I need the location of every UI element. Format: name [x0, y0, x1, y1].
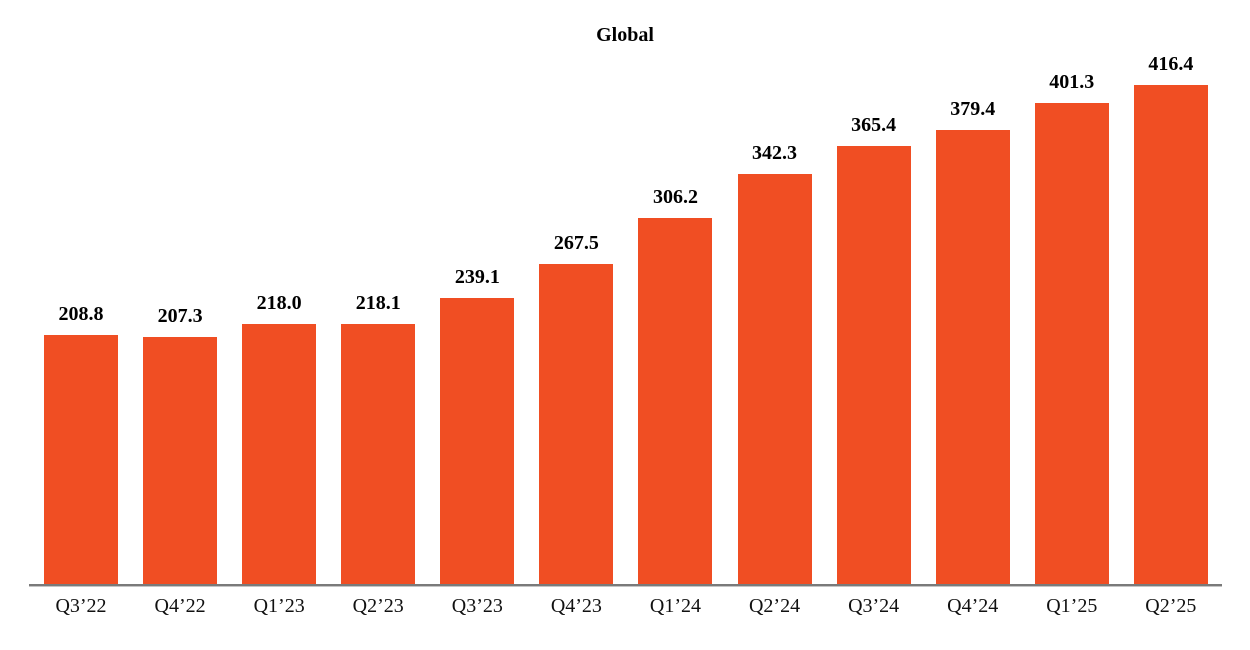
x-axis-tick-label: Q3’24 [848, 595, 900, 617]
bar-column: 218.1 [341, 291, 416, 586]
bar-value-label: 365.4 [851, 114, 897, 137]
bar-value-label: 267.5 [553, 232, 599, 255]
bar [1034, 103, 1109, 586]
bar-column: 239.1 [440, 266, 515, 586]
bar [440, 298, 515, 586]
x-axis-tick-label: Q1’24 [649, 595, 702, 617]
bar [836, 146, 911, 586]
x-axis-tick-label: Q4’22 [154, 595, 206, 617]
bar [638, 217, 713, 586]
bar [737, 174, 812, 586]
bar [1133, 85, 1208, 586]
bar-column: 218.0 [242, 291, 317, 586]
bar-column: 401.3 [1034, 71, 1109, 586]
bar-value-label: 218.1 [355, 291, 401, 314]
bar-value-label: 239.1 [454, 266, 500, 289]
bar-value-label: 207.3 [157, 304, 203, 327]
bar-value-label: 379.4 [950, 97, 996, 120]
x-axis-labels: Q3’22 Q4’22 Q1’23 Q2’23 Q3’23 Q4’23 Q1’24 Q2’24… [44, 595, 1208, 618]
x-axis-tick-label: Q2’25 [1145, 595, 1197, 617]
bar-value-label: 208.8 [58, 302, 104, 325]
bar [242, 323, 317, 586]
bar [143, 336, 218, 586]
bar [341, 323, 416, 586]
x-axis-tick-label: Q1’23 [253, 595, 305, 617]
bars-container: 208.8 207.3 218.0 218.1 239.1 267.5 306.2 342.3… [44, 0, 1208, 586]
plot-area: 208.8 207.3 218.0 218.1 239.1 267.5 306.2 342.3… [29, 0, 1222, 587]
bar-column: 306.2 [638, 185, 713, 586]
bar-column: 207.3 [143, 304, 218, 586]
bar [539, 264, 614, 586]
bar-column: 208.8 [44, 303, 118, 586]
x-axis-tick-label: Q2’24 [748, 595, 801, 617]
chart-title: Global [596, 24, 654, 46]
x-axis-line [29, 584, 1222, 587]
x-axis-line-shadow [29, 586, 1222, 587]
bar-column: 416.4 [1133, 53, 1208, 586]
bar-value-label: 218.0 [256, 291, 302, 314]
x-axis-tick-label: Q1’25 [1046, 595, 1098, 617]
bar-column: 342.3 [737, 142, 812, 586]
bar-column: 267.5 [539, 232, 614, 586]
x-axis-tick-label: Q4’23 [550, 595, 602, 617]
x-axis-tick-label: Q3’23 [451, 595, 503, 617]
bar-value-label: 416.4 [1148, 53, 1194, 75]
x-axis-tick-label: Q2’23 [352, 595, 404, 617]
bar [935, 129, 1010, 586]
bar [44, 334, 118, 586]
bar-value-label: 342.3 [752, 142, 798, 165]
bar-value-label: 306.2 [652, 185, 698, 208]
x-axis-tick-label: Q4’24 [947, 595, 999, 617]
x-axis-tick-label: Q3’22 [55, 595, 107, 617]
bar-column: 365.4 [836, 114, 911, 586]
bar-column: 379.4 [935, 97, 1010, 586]
bar-value-label: 401.3 [1049, 71, 1095, 94]
